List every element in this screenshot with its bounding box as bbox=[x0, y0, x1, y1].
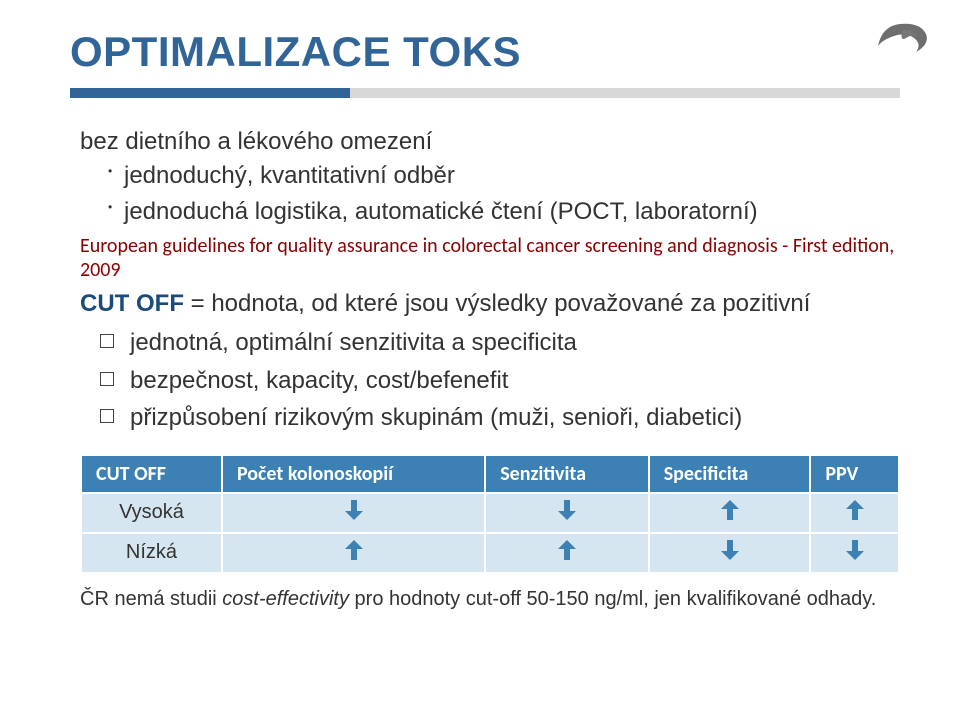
cutoff-text: = hodnota, od které jsou výsledky považo… bbox=[184, 290, 810, 317]
col-header: Počet kolonoskopií bbox=[223, 456, 484, 492]
arrow-cell bbox=[486, 494, 648, 532]
arrow-down-icon bbox=[345, 500, 363, 520]
cutoff-line: CUT OFF = hodnota, od které jsou výsledk… bbox=[80, 290, 900, 318]
arrow-up-icon bbox=[345, 540, 363, 560]
table-row: Nízká bbox=[82, 534, 898, 572]
table-row: Vysoká bbox=[82, 494, 898, 532]
row-label: Vysoká bbox=[82, 494, 221, 532]
arrow-down-icon bbox=[558, 500, 576, 520]
col-header: PPV bbox=[811, 456, 898, 492]
footer-note: ČR nemá studii cost-effectivity pro hodn… bbox=[80, 588, 900, 611]
rule-accent bbox=[70, 88, 350, 98]
arrow-cell bbox=[223, 534, 484, 572]
arrow-up-icon bbox=[721, 500, 739, 520]
title-rule bbox=[70, 88, 900, 98]
arrow-cell bbox=[811, 494, 898, 532]
arrow-up-icon bbox=[558, 540, 576, 560]
arrow-cell bbox=[486, 534, 648, 572]
col-header: CUT OFF bbox=[82, 456, 221, 492]
col-header: Specificita bbox=[650, 456, 810, 492]
cutoff-label: CUT OFF bbox=[80, 290, 184, 317]
footer-pre: ČR nemá studii bbox=[80, 588, 222, 610]
sub-bullet: jednoduchý, kvantitativní odběr bbox=[108, 158, 900, 194]
arrow-down-icon bbox=[846, 540, 864, 560]
arrow-cell bbox=[650, 534, 810, 572]
arrow-cell bbox=[223, 494, 484, 532]
rule-rest bbox=[350, 88, 900, 98]
arrow-cell bbox=[650, 494, 810, 532]
arrow-up-icon bbox=[846, 500, 864, 520]
table-header-row: CUT OFF Počet kolonoskopií Senzitivita S… bbox=[82, 456, 898, 492]
page-title: OPTIMALIZACE TOKS bbox=[70, 28, 900, 76]
cutoff-table: CUT OFF Počet kolonoskopií Senzitivita S… bbox=[80, 454, 900, 574]
logo-icon bbox=[872, 16, 932, 60]
footer-post: pro hodnoty cut-off 50-150 ng/ml, jen kv… bbox=[349, 588, 876, 610]
sub-bullet: jednoduchá logistika, automatické čtení … bbox=[108, 194, 900, 230]
col-header: Senzitivita bbox=[486, 456, 648, 492]
list-item: bezpečnost, kapacity, cost/befenefit bbox=[100, 362, 900, 399]
footer-italic: cost-effectivity bbox=[222, 588, 349, 610]
intro-line: bez dietního a lékového omezení bbox=[80, 126, 900, 158]
slide: OPTIMALIZACE TOKS bez dietního a lékovéh… bbox=[0, 0, 960, 707]
list-item: jednotná, optimální senzitivita a specif… bbox=[100, 324, 900, 361]
guideline-text: European guidelines for quality assuranc… bbox=[80, 234, 900, 282]
content-block: bez dietního a lékového omezení jednoduc… bbox=[70, 126, 900, 611]
box-list: jednotná, optimální senzitivita a specif… bbox=[80, 324, 900, 436]
list-item: přizpůsobení rizikovým skupinám (muži, s… bbox=[100, 399, 900, 436]
row-label: Nízká bbox=[82, 534, 221, 572]
arrow-cell bbox=[811, 534, 898, 572]
arrow-down-icon bbox=[721, 540, 739, 560]
